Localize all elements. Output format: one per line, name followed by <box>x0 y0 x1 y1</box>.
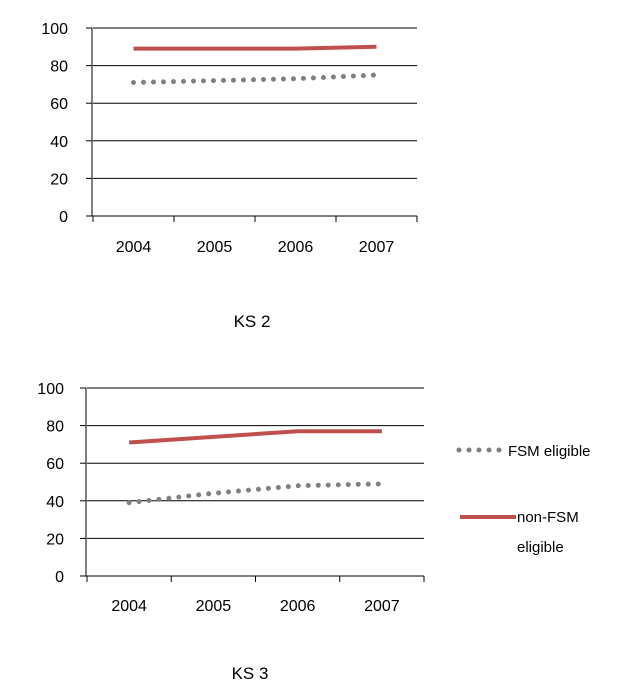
legend-label-fsm-eligible: FSM eligible <box>508 443 591 460</box>
chart-1: 0 20 40 60 80 100 2004 2005 2006 2007 KS 2 <box>41 21 418 331</box>
y-tick-label: 60 <box>50 96 68 113</box>
legend: FSM eligible non-FSM eligible <box>456 443 591 556</box>
x-tick-label: 2005 <box>197 239 233 256</box>
chart-caption: KS 3 <box>232 664 269 682</box>
x-tick-label: 2006 <box>280 598 316 615</box>
y-tick-label: 40 <box>46 494 64 511</box>
y-tick-label: 0 <box>55 569 64 586</box>
y-tick-label: 0 <box>59 209 68 226</box>
x-tick-label: 2004 <box>111 598 147 615</box>
y-tick-label: 60 <box>46 456 64 473</box>
x-tick-label: 2004 <box>116 239 152 256</box>
y-tick-label: 80 <box>50 59 68 76</box>
legend-label-non-fsm-line2: eligible <box>517 539 564 556</box>
chart-2: 0 20 40 60 80 100 2004 2005 2006 2007 KS 3 FSM elig… <box>37 381 590 682</box>
x-tick-label: 2006 <box>278 239 314 256</box>
legend-label-non-fsm-line1: non-FSM <box>517 509 579 526</box>
y-tick-label: 20 <box>46 531 64 548</box>
x-tick-label: 2007 <box>364 598 400 615</box>
y-tick-label: 100 <box>37 381 64 398</box>
series-line-non-fsm-eligible <box>128 429 382 445</box>
x-tick-label: 2005 <box>196 598 232 615</box>
x-tick-label: 2007 <box>359 239 395 256</box>
series-line-fsm-eligible <box>126 481 385 506</box>
y-tick-label: 40 <box>50 134 68 151</box>
y-tick-label: 20 <box>50 171 68 188</box>
y-tick-label: 100 <box>41 21 68 38</box>
series-line-non-fsm-eligible <box>133 44 377 51</box>
chart-caption: KS 2 <box>234 312 271 331</box>
series-line-fsm-eligible <box>131 72 379 86</box>
y-tick-label: 80 <box>46 419 64 436</box>
